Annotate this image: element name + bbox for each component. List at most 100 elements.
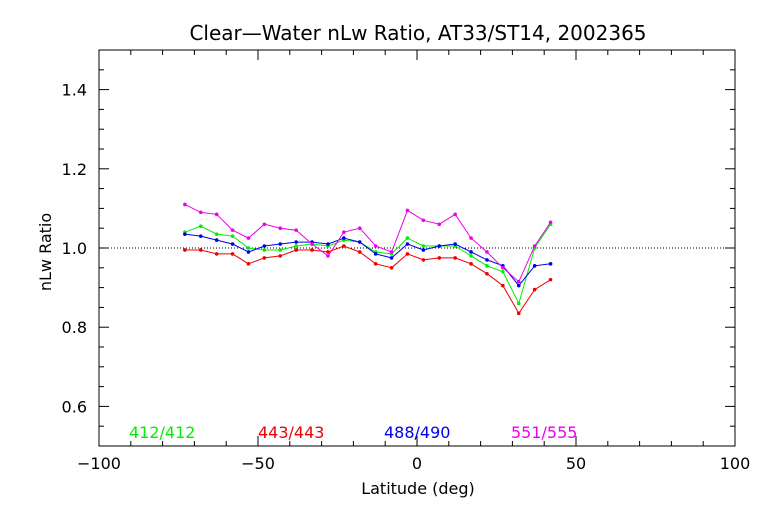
y-tick-label: 1.4 [62, 81, 87, 100]
data-point [230, 242, 235, 246]
data-point [246, 246, 251, 250]
data-point [453, 242, 457, 246]
data-point [294, 248, 298, 252]
data-point [389, 266, 394, 270]
data-point [342, 230, 346, 234]
data-point [310, 248, 314, 252]
data-point [389, 256, 394, 260]
chart-title: Clear—Water nLw Ratio, AT33/ST14, 200236… [189, 21, 646, 45]
data-point [501, 283, 505, 288]
legend-label: 412/412 [129, 423, 195, 442]
series-line [184, 245, 551, 315]
data-point [469, 262, 473, 266]
data-point [516, 279, 521, 284]
data-point [214, 238, 219, 242]
data-point [516, 311, 521, 316]
data-point [437, 256, 442, 260]
data-point [501, 269, 505, 274]
data-point [516, 301, 521, 306]
data-point [421, 218, 426, 223]
data-point [342, 236, 346, 240]
legend: 412/412 443/443 488/490 551/555 [129, 423, 577, 442]
x-axis-label: Latitude (deg) [361, 479, 475, 498]
series-layer [183, 202, 553, 316]
data-point [357, 226, 362, 230]
series-412-412 [183, 222, 553, 306]
data-point [246, 250, 251, 254]
data-point [278, 254, 283, 258]
y-tick-label: 1.0 [62, 239, 87, 258]
legend-label: 488/490 [384, 423, 450, 442]
data-point [389, 250, 394, 254]
data-point [548, 277, 553, 282]
data-point [421, 244, 426, 248]
data-point [421, 248, 426, 252]
data-point [453, 256, 457, 260]
data-point [262, 222, 267, 227]
data-point [373, 252, 378, 256]
data-point [532, 287, 537, 292]
data-point [230, 252, 235, 256]
data-point [437, 222, 442, 227]
data-point [326, 250, 330, 254]
data-point [357, 240, 362, 244]
series-443-443 [183, 244, 553, 316]
data-point [453, 212, 457, 217]
data-point [294, 228, 298, 232]
series-551-555 [183, 202, 553, 284]
y-axis-label: nLw Ratio [36, 213, 55, 291]
data-point [262, 248, 267, 252]
x-tick-label: −100 [77, 454, 121, 473]
axis-ticks: −100 −50 0 50 100 0.6 0.8 1.0 1.2 1.4 [62, 49, 751, 473]
data-point [405, 208, 410, 213]
series-line [184, 233, 551, 287]
data-point [198, 234, 203, 238]
data-point [437, 244, 442, 248]
data-point [421, 258, 426, 262]
data-point [326, 254, 330, 258]
data-point [246, 236, 251, 240]
y-tick-label: 0.6 [62, 397, 87, 416]
y-tick-label: 1.2 [62, 160, 87, 179]
data-point [405, 236, 410, 240]
x-tick-label: 100 [720, 454, 751, 473]
data-point [405, 252, 410, 256]
data-point [198, 210, 203, 215]
data-point [214, 252, 219, 256]
series-line [184, 223, 552, 305]
x-tick-label: −50 [241, 454, 275, 473]
data-point [278, 226, 283, 230]
data-point [183, 232, 187, 236]
data-point [469, 254, 473, 258]
data-point [294, 240, 298, 244]
x-tick-label: 0 [412, 454, 422, 473]
data-point [294, 244, 298, 248]
data-point [373, 262, 378, 266]
data-point [532, 244, 537, 248]
data-point [198, 224, 203, 229]
data-point [214, 232, 219, 236]
data-point [548, 262, 553, 266]
data-point [548, 220, 553, 225]
data-point [262, 256, 267, 260]
data-point [405, 242, 410, 246]
data-point [485, 250, 489, 254]
data-point [373, 244, 378, 248]
data-point [532, 264, 537, 268]
data-point [516, 283, 521, 288]
data-point [214, 212, 219, 217]
data-point [501, 266, 505, 270]
data-point [326, 242, 330, 246]
data-point [278, 248, 283, 252]
data-point [246, 262, 251, 266]
data-point [230, 234, 235, 238]
data-point [357, 250, 362, 254]
data-point [469, 236, 473, 240]
data-point [198, 248, 203, 252]
data-point [485, 264, 489, 268]
data-point [278, 242, 283, 246]
legend-label: 551/555 [511, 423, 577, 442]
series-line [184, 203, 552, 283]
y-tick-label: 0.8 [62, 318, 87, 337]
